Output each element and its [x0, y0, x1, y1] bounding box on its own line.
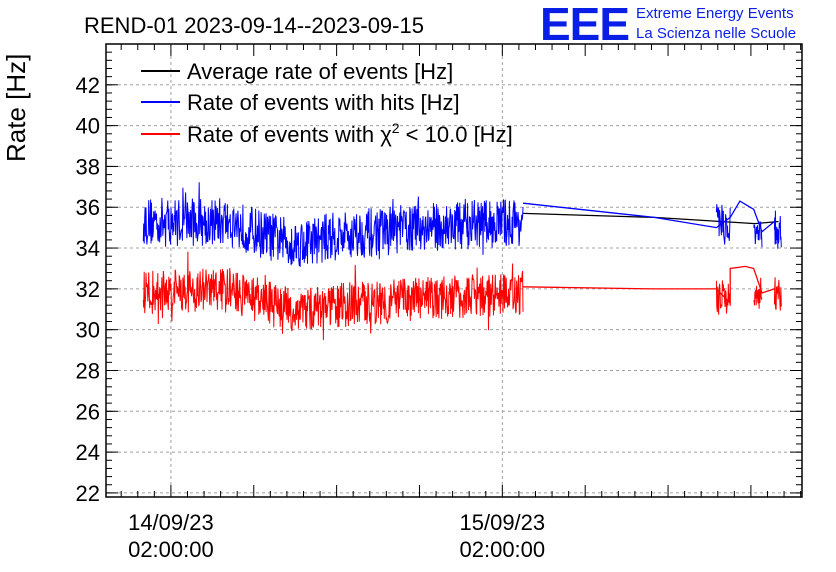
axis-ticks	[106, 44, 802, 497]
logo-line-1: Extreme Energy Events	[636, 5, 794, 22]
series-average	[522, 212, 779, 225]
y-tick-label: 30	[76, 318, 100, 343]
legend-chi2-prefix: Rate of events with χ	[187, 122, 392, 147]
legend: Average rate of events [Hz] Rate of even…	[141, 59, 513, 147]
series-line	[522, 265, 775, 305]
series-noise-trace	[142, 182, 524, 267]
data-series	[142, 182, 782, 341]
y-tick-labels: 22 24 26 28 30 32 34 36 38 40 42	[76, 73, 100, 506]
series-line	[522, 212, 779, 225]
series-noise-trace	[715, 280, 731, 315]
y-tick-label: 32	[76, 277, 100, 302]
legend-chi2-suffix: < 10.0 [Hz]	[400, 122, 513, 147]
x-tick-label-time: 02:00:00	[128, 537, 214, 562]
logo-line-2: La Scienza nelle Scuole	[636, 25, 796, 42]
legend-label-chi2: Rate of events with χ2 < 10.0 [Hz]	[187, 120, 513, 147]
legend-label-average: Average rate of events [Hz]	[187, 59, 453, 84]
series-noise-trace	[142, 251, 524, 341]
series-noise-trace	[753, 221, 763, 248]
eee-logo: EEE Extreme Energy Events La Scienza nel…	[540, 0, 796, 50]
y-tick-label: 34	[76, 236, 100, 261]
y-tick-label: 40	[76, 114, 100, 139]
series-line	[522, 200, 775, 233]
legend-chi2-superscript: 2	[392, 120, 400, 136]
chart-title: REND-01 2023-09-14--2023-09-15	[84, 13, 424, 38]
series-noise-trace	[773, 277, 782, 311]
legend-label-hits: Rate of events with hits [Hz]	[187, 90, 460, 115]
y-tick-label: 26	[76, 399, 100, 424]
y-axis-label: Rate [Hz]	[1, 54, 31, 162]
y-tick-label: 24	[76, 440, 100, 465]
y-tick-label: 22	[76, 481, 100, 506]
x-tick-label-date: 14/09/23	[128, 510, 214, 535]
series-noise-trace	[773, 210, 782, 249]
y-tick-label: 36	[76, 195, 100, 220]
y-tick-label: 38	[76, 154, 100, 179]
x-tick-label-time: 02:00:00	[460, 537, 546, 562]
plot-frame	[105, 43, 803, 498]
series-noise-trace	[715, 204, 731, 245]
series-noise-trace	[753, 277, 763, 309]
x-tick-label-date: 15/09/23	[460, 510, 546, 535]
series-chi2	[142, 251, 782, 341]
series-hits	[142, 182, 782, 267]
y-tick-label: 42	[76, 73, 100, 98]
y-tick-label: 28	[76, 358, 100, 383]
logo-letters: EEE	[540, 0, 629, 50]
